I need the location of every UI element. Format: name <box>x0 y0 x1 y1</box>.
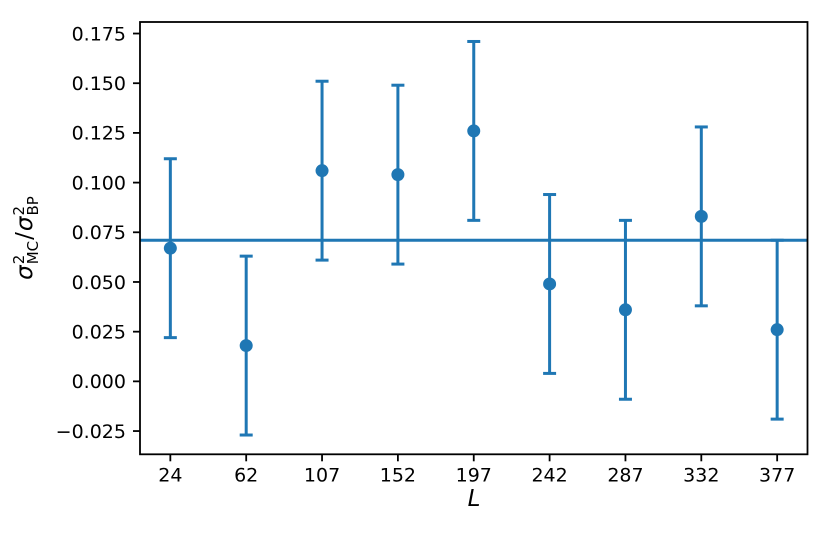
errorbar-point <box>770 238 784 421</box>
x-tick-label: 287 <box>607 464 643 486</box>
errorbar-point <box>315 79 329 262</box>
data-point-marker <box>770 323 784 337</box>
data-point-marker <box>618 303 632 317</box>
data-point-marker <box>543 277 557 291</box>
data-point-marker <box>163 241 177 255</box>
x-tick-label: 197 <box>456 464 492 486</box>
errorbar-point <box>391 83 405 266</box>
x-tick-label: 107 <box>304 464 340 486</box>
errorbar-point <box>694 125 708 308</box>
subscript-bp: BP <box>24 196 42 216</box>
x-tick-label: 152 <box>380 464 416 486</box>
y-tick-label: 0.075 <box>72 222 126 244</box>
y-tick-label: 0.000 <box>72 371 126 393</box>
y-tick-label: −0.025 <box>56 421 126 443</box>
subscript-mc: MC <box>24 240 42 265</box>
x-tick-label: 242 <box>531 464 567 486</box>
data-point-marker <box>694 209 708 223</box>
y-tick-label: 0.025 <box>72 322 126 344</box>
sigma-symbol: σ <box>12 265 38 280</box>
y-tick-label: 0.150 <box>72 73 126 95</box>
errorbar-point <box>163 157 177 340</box>
errorbar-point <box>543 193 557 375</box>
errorbar-point <box>618 218 632 401</box>
divider-slash: / <box>12 232 38 240</box>
x-tick-label: 62 <box>234 464 258 486</box>
sup-sub-stack: 2 BP <box>10 196 42 216</box>
errorbar-point <box>239 254 253 437</box>
x-tick-label: 332 <box>683 464 719 486</box>
y-tick-label: 0.125 <box>72 123 126 145</box>
sup-sub-stack: 2 MC <box>10 240 42 265</box>
y-tick-label: 0.100 <box>72 172 126 194</box>
errorbar-point <box>467 39 481 222</box>
data-point-marker <box>467 124 481 138</box>
data-point-marker <box>239 339 253 353</box>
sigma-symbol: σ <box>12 216 38 232</box>
data-point-marker <box>391 168 405 182</box>
x-tick-label: 24 <box>158 464 182 486</box>
data-point-marker <box>315 164 329 178</box>
y-axis-label: σ 2 MC / σ 2 BP <box>10 196 42 280</box>
x-axis-label: L <box>467 486 481 512</box>
x-tick-label: 377 <box>759 464 795 486</box>
y-tick-label: 0.050 <box>72 272 126 294</box>
y-tick-label: 0.175 <box>72 23 126 45</box>
